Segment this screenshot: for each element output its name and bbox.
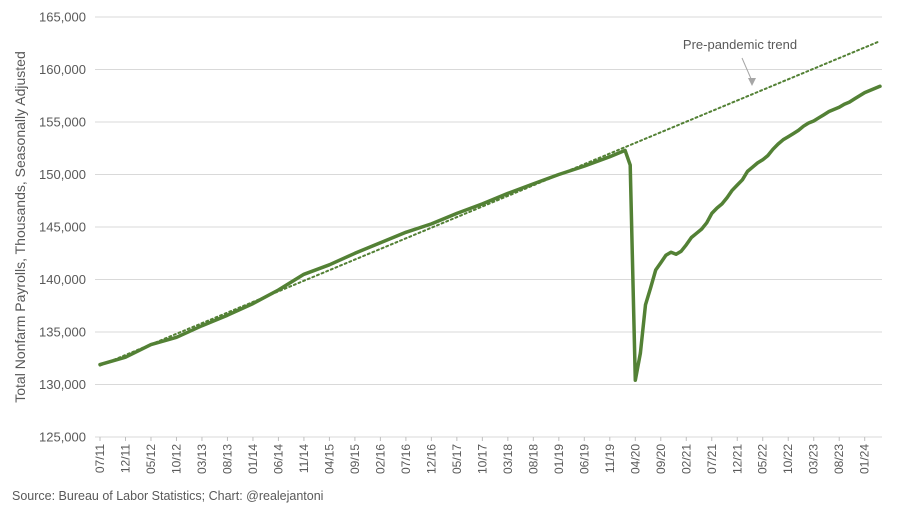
x-tick-label: 11/14 [297, 444, 311, 473]
pre-pandemic-trend-line [99, 40, 881, 367]
x-tick-label: 08/13 [220, 444, 234, 474]
y-tick-label: 150,000 [39, 167, 86, 182]
x-tick-label: 05/17 [450, 444, 464, 474]
series [98, 40, 882, 383]
x-tick-label: 08/18 [526, 444, 540, 474]
x-tick-label: 09/20 [654, 444, 668, 474]
y-tick-label: 155,000 [39, 115, 86, 130]
x-tick-label: 06/14 [271, 444, 285, 474]
x-tick-label: 10/22 [781, 444, 795, 474]
gridlines [95, 16, 882, 438]
x-tick-label: 10/12 [169, 444, 183, 474]
y-tick-label: 160,000 [39, 62, 86, 77]
x-tick-label: 11/19 [603, 444, 617, 473]
annotations: Pre-pandemic trend [683, 37, 797, 86]
x-axis-ticks: 07/11 12/11 05/12 10/12 03/13 08/13 01/14 06/14… [93, 437, 872, 474]
x-tick-label: 01/19 [552, 444, 566, 474]
source-note: Source: Bureau of Labor Statistics; Char… [12, 489, 323, 503]
y-tick-label: 140,000 [39, 272, 86, 287]
x-tick-label: 07/21 [705, 444, 719, 474]
y-tick-label: 125,000 [39, 430, 86, 445]
x-tick-label: 05/22 [756, 444, 770, 474]
y-axis-ticks: 125,000 130,000 135,000 140,000 145,000 150,0… [39, 10, 86, 445]
trend-annotation: Pre-pandemic trend [683, 37, 797, 52]
x-tick-label: 12/16 [424, 444, 438, 474]
x-tick-label: 09/15 [348, 444, 362, 474]
x-tick-label: 05/12 [144, 444, 158, 474]
y-tick-label: 165,000 [39, 10, 86, 25]
x-tick-label: 02/21 [679, 444, 693, 474]
x-tick-label: 01/24 [858, 444, 872, 474]
x-tick-label: 10/17 [475, 444, 489, 474]
x-tick-label: 07/11 [93, 444, 107, 473]
x-tick-label: 03/13 [195, 444, 209, 474]
x-tick-label: 12/21 [730, 444, 744, 474]
annotation-arrow [741, 57, 753, 82]
annotation-arrowhead [748, 78, 756, 86]
x-tick-label: 07/16 [399, 444, 413, 474]
x-tick-label: 03/23 [807, 444, 821, 474]
x-tick-label: 06/19 [577, 444, 591, 474]
y-tick-label: 145,000 [39, 220, 86, 235]
x-tick-label: 02/16 [373, 444, 387, 474]
x-tick-label: 01/14 [246, 444, 260, 474]
y-tick-label: 130,000 [39, 377, 86, 392]
x-tick-label: 12/11 [118, 444, 132, 473]
x-tick-label: 04/20 [628, 444, 642, 474]
x-tick-label: 08/23 [832, 444, 846, 474]
payrolls-series-line [98, 84, 882, 383]
x-tick-label: 04/15 [322, 444, 336, 474]
x-tick-label: 03/18 [501, 444, 515, 474]
y-axis-label: Total Nonfarm Payrolls, Thousands, Seaso… [12, 51, 28, 403]
y-tick-label: 135,000 [39, 325, 86, 340]
